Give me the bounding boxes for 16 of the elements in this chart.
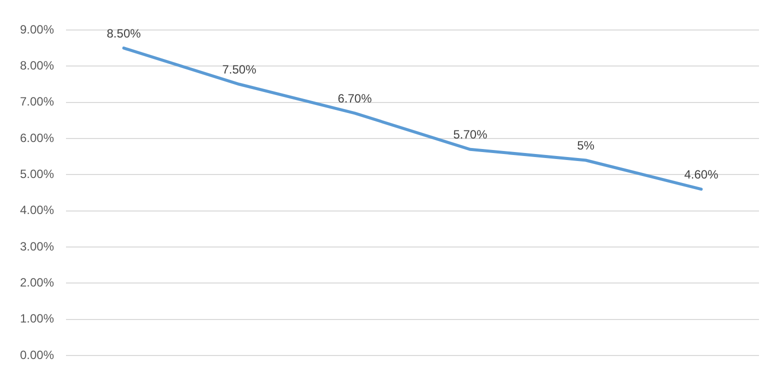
y-tick-label: 1.00% xyxy=(20,312,54,326)
y-tick-label: 2.00% xyxy=(20,276,54,290)
text: 8.50% xyxy=(106,26,141,40)
y-tick-label: 6.00% xyxy=(20,130,54,145)
y-tick-label: 0.00% xyxy=(20,348,54,362)
text: 7.50% xyxy=(222,62,256,77)
y-tick-label: 9.00% xyxy=(20,22,54,36)
y-tick-label: 8.00% xyxy=(20,58,54,72)
text: 6.70% xyxy=(338,92,372,106)
y-tick-label: 3.00% xyxy=(20,239,54,254)
text: 4.60% xyxy=(684,167,718,182)
y-tick-label: 4.00% xyxy=(20,203,54,218)
y-tick-label: 5.00% xyxy=(20,167,54,182)
text: 5.70% xyxy=(453,128,488,142)
text: 5% xyxy=(577,138,594,153)
y-tick-label: 7.00% xyxy=(20,94,54,109)
